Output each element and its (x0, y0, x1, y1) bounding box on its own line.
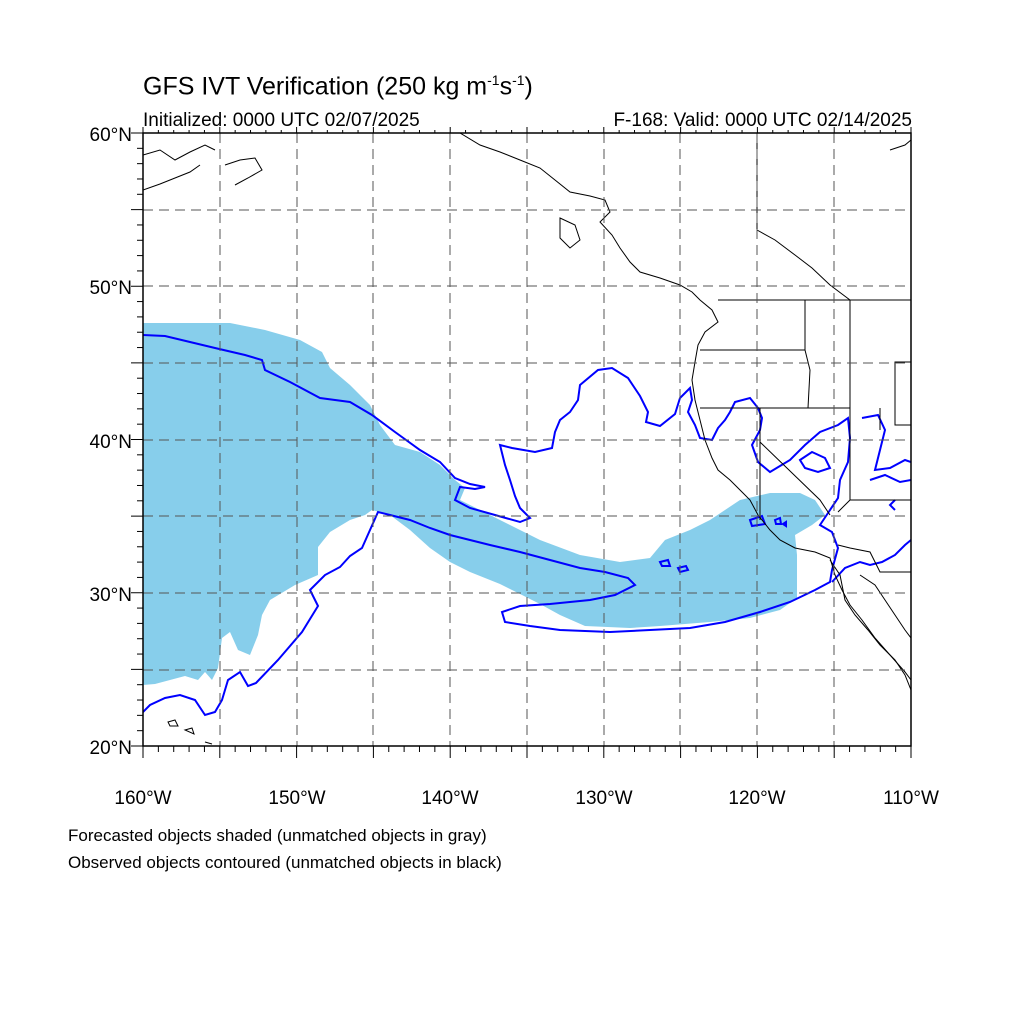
footer-observed-note: Observed objects contoured (unmatched ob… (68, 853, 502, 872)
graticule (143, 133, 911, 746)
islands-small (167, 217, 581, 745)
lat-label-40n: 40°N (90, 432, 132, 453)
lon-label-150w: 150°W (268, 788, 325, 809)
observed-ivt-contour-interior (658, 558, 690, 574)
title-close: ) (524, 72, 533, 101)
lat-label-60n: 60°N (90, 125, 132, 146)
footer-forecast-note: Forecasted objects shaded (unmatched obj… (68, 826, 487, 845)
valid-time: F-168: Valid: 0000 UTC 02/14/2025 (613, 110, 912, 131)
map-frame (142, 132, 912, 747)
lon-label-140w: 140°W (421, 788, 478, 809)
figure-title: GFS IVT Verification (250 kg m-1s-1) (143, 72, 533, 101)
alaska-coastline (143, 144, 263, 191)
lon-label-110w: 110°W (883, 788, 939, 809)
observed-ivt-contour-main (143, 334, 852, 717)
lat-label-20n: 20°N (90, 738, 132, 759)
title-unit-s: s (499, 72, 513, 101)
title-exponent-2: -1 (512, 72, 525, 88)
title-exponent-1: -1 (487, 72, 500, 88)
title-text: GFS IVT Verification (250 kg m (143, 72, 488, 101)
lat-label-50n: 50°N (90, 278, 132, 299)
lon-label-160w: 160°W (114, 788, 171, 809)
mainland-mexico-coastline (859, 574, 911, 639)
initialized-time: Initialized: 0000 UTC 02/07/2025 (143, 110, 420, 131)
lon-label-130w: 130°W (575, 788, 632, 809)
observed-ivt-contour-inland (798, 413, 911, 583)
north-america-coastline (459, 133, 911, 681)
us-state-borders (700, 300, 911, 573)
lon-label-120w: 120°W (728, 788, 785, 809)
forecast-ivt-object (143, 323, 825, 685)
lat-label-30n: 30°N (90, 585, 132, 606)
